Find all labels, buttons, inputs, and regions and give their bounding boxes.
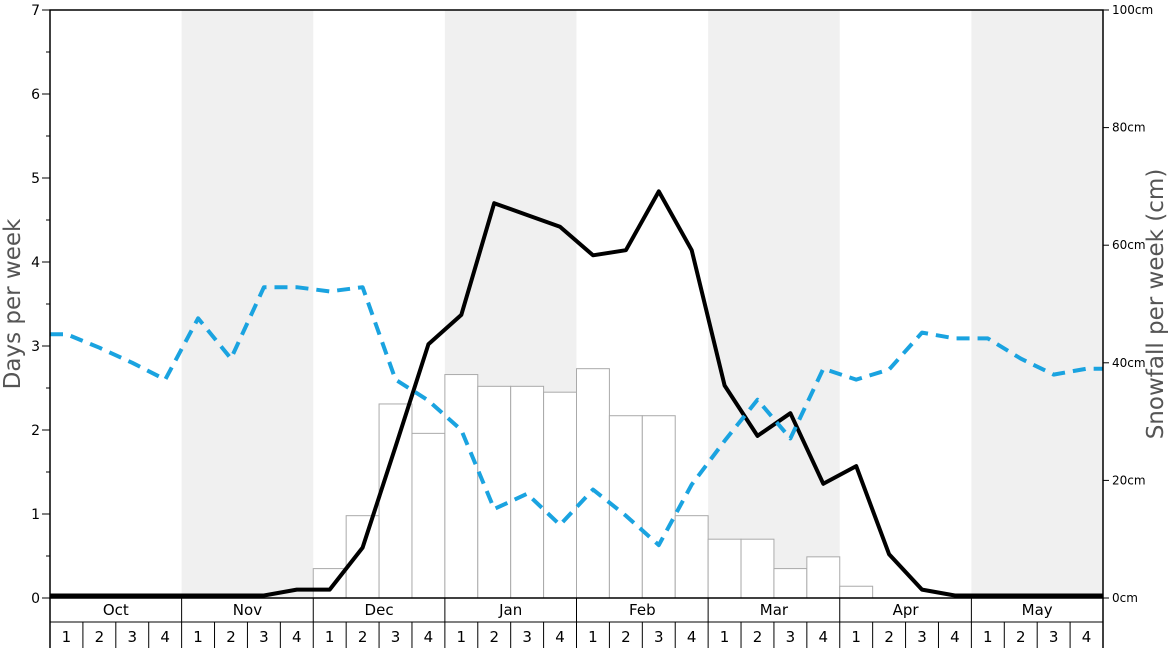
week-label: 1 [983,628,993,646]
left-tick-label: 4 [31,255,40,271]
snowfall-bars [312,368,874,599]
month-label-mar: Mar [760,601,789,619]
month-shading-layer [181,10,1103,598]
snowfall-bar [444,374,479,599]
month-label-row: Oct Nov Dec Jan Feb Mar Apr May [49,598,1104,648]
solid-line-series [50,189,1103,598]
week-label: 4 [424,628,434,646]
snowfall-bar [674,515,709,599]
month-shade-may [971,10,1103,598]
snowfall-bar [806,556,841,599]
snowfall-bar [707,538,742,599]
month-label-nov: Nov [233,601,262,619]
month-shade-mar [708,10,840,598]
week-label: 1 [62,628,72,646]
month-label-dec: Dec [365,601,394,619]
week-label: 1 [325,628,335,646]
snowfall-bar [477,385,512,599]
left-tick-label: 1 [31,507,40,523]
snowfall-bar [576,368,610,599]
snowfall-bar [345,515,380,599]
week-label: 1 [720,628,730,646]
snowfall-bar [378,403,413,599]
left-axis: 0 1 2 3 4 5 6 7 [31,3,50,607]
week-label: 2 [621,628,631,646]
week-label: 2 [489,628,499,646]
week-label: 1 [457,628,467,646]
week-label: 3 [259,628,269,646]
left-tick-label: 3 [31,339,40,355]
left-axis-title: Days per week [0,218,26,389]
snowfall-bar [740,538,775,599]
week-label: 1 [193,628,203,646]
month-label-oct: Oct [103,601,129,619]
left-tick-label: 2 [31,423,40,439]
snowfall-bar [839,585,874,599]
week-label: 2 [753,628,763,646]
week-label: 4 [687,628,697,646]
right-tick-label: 80cm [1112,121,1146,135]
snowfall-bar [411,432,446,599]
right-tick-label: 20cm [1112,473,1146,487]
week-label: 4 [1082,628,1092,646]
snowfall-bar [543,391,577,599]
snowfall-bar [641,415,676,599]
dashed-line-series [50,285,1103,548]
week-label: 3 [917,628,927,646]
right-tick-label: 60cm [1112,238,1146,252]
week-label: 1 [851,628,861,646]
left-tick-label: 0 [31,591,40,607]
left-tick-label: 6 [31,87,40,103]
snowfall-bar [510,385,545,599]
week-label: 3 [1049,628,1059,646]
week-label: 2 [884,628,894,646]
week-label: 2 [95,628,105,646]
week-label: 4 [950,628,960,646]
week-label: 2 [1016,628,1026,646]
snowfall-bar [773,568,808,599]
week-label: 2 [226,628,236,646]
right-tick-label: 100cm [1112,3,1153,17]
week-label: 2 [358,628,368,646]
week-label: 4 [555,628,565,646]
right-tick-label: 40cm [1112,356,1146,370]
week-label: 3 [522,628,532,646]
week-label: 4 [160,628,170,646]
week-label: 3 [786,628,796,646]
left-tick-label: 7 [31,3,40,19]
week-label: 4 [819,628,829,646]
week-label: 3 [654,628,664,646]
month-shade-nov [181,10,314,598]
line-series-layer [50,189,1103,598]
right-tick-label: 0cm [1112,591,1138,605]
week-label: 3 [127,628,137,646]
month-label-feb: Feb [629,601,656,619]
month-label-may: May [1022,601,1053,619]
week-label: 3 [391,628,401,646]
week-label: 4 [292,628,302,646]
month-label-jan: Jan [498,601,522,619]
right-axis-title: Snowfall per week (cm) [1143,169,1168,440]
week-label: 1 [588,628,598,646]
month-label-apr: Apr [893,601,920,619]
week-label-row: 1 2 3 4 1 2 3 4 1 2 3 4 1 2 3 4 1 2 3 4 1 2 3 4 1 2 3 4 1 2 3 4 [62,622,1092,648]
right-axis: 0cm 20cm 40cm 60cm 80cm 100cm [1103,3,1153,605]
left-tick-label: 5 [31,171,40,187]
